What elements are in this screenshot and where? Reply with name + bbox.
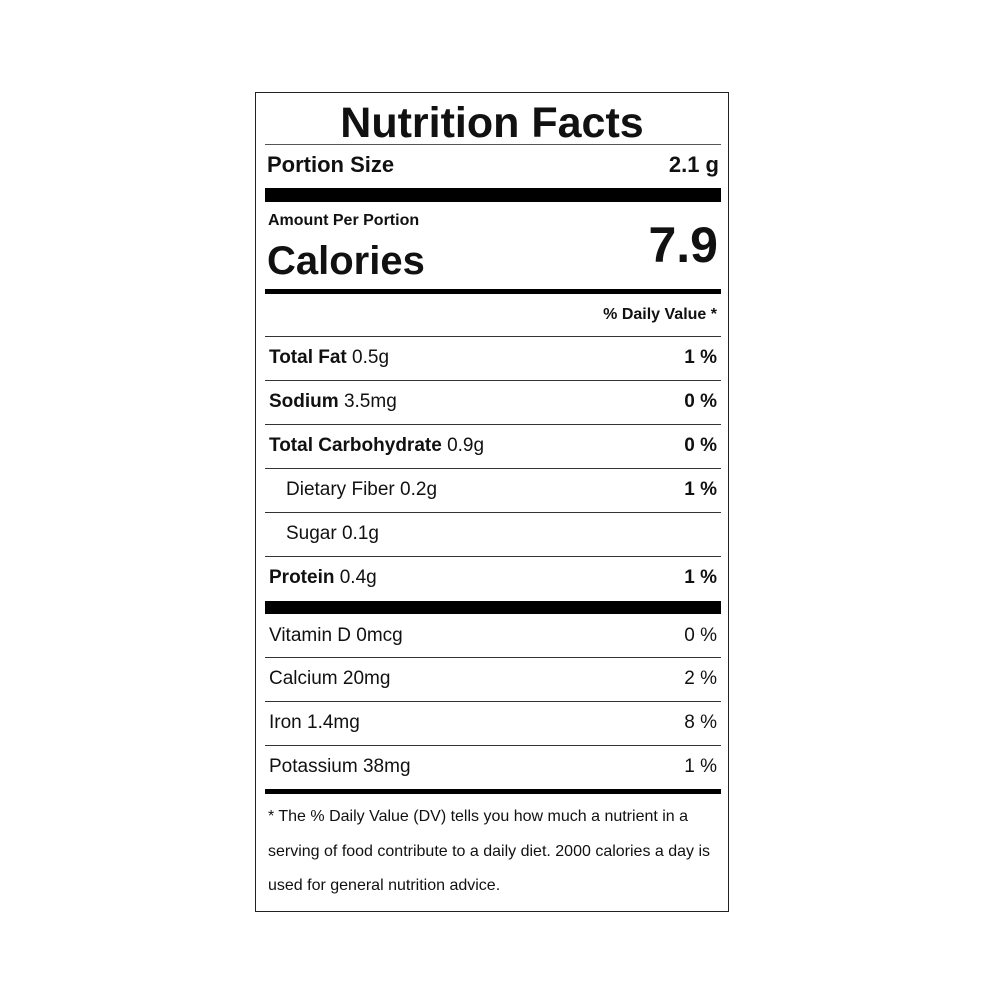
divider xyxy=(265,144,721,145)
nutrition-facts-label: Nutrition Facts Portion Size 2.1 g Amoun… xyxy=(255,92,729,912)
nutrient-row-sugar: Sugar 0.1g xyxy=(265,513,721,555)
label-title: Nutrition Facts xyxy=(340,99,644,147)
thick-divider xyxy=(265,601,721,614)
divider xyxy=(265,468,721,469)
nutrient-amount: 0.4g xyxy=(339,567,377,588)
nutrient-name: Dietary Fiber xyxy=(286,479,395,500)
nutrient-row-total-carbohydrate: Total Carbohydrate 0.9g 0 % xyxy=(265,425,721,467)
portion-size-label: Portion Size xyxy=(267,152,395,177)
daily-value-header: % Daily Value * xyxy=(603,306,717,323)
nutrient-dv: 1 % xyxy=(684,567,717,588)
vitamin-text: Vitamin D 0mcg xyxy=(269,624,403,646)
nutrient-amount: 3.5mg xyxy=(343,391,397,412)
portion-size-value: 2.1 g xyxy=(668,152,719,177)
vitamin-dv: 0 % xyxy=(684,624,717,646)
nutrient-dv: 1 % xyxy=(684,479,717,500)
nutrient-name: Total Fat xyxy=(269,347,347,368)
nutrient-row-protein: Protein 0.4g 1 % xyxy=(265,557,721,599)
vitamin-text: Potassium 38mg xyxy=(269,756,411,777)
thick-divider xyxy=(265,188,721,202)
divider xyxy=(265,556,721,557)
nutrient-name: Total Carbohydrate xyxy=(269,435,442,456)
nutrient-amount: 0.5g xyxy=(352,347,390,368)
amount-per-portion: Amount Per Portion xyxy=(268,212,420,229)
portion-size-row: Portion Size 2.1 g xyxy=(265,145,721,185)
calories-value: 7.9 xyxy=(648,217,718,273)
nutrient-amount: 0.9g xyxy=(447,435,485,456)
vitamin-row-iron: Iron 1.4mg 8 % xyxy=(265,702,721,744)
vitamin-dv: 1 % xyxy=(684,756,717,777)
vitamin-dv: 2 % xyxy=(684,668,717,689)
vitamin-text: Iron 1.4mg xyxy=(269,712,360,733)
vitamin-text: Calcium 20mg xyxy=(269,668,391,689)
medium-divider xyxy=(265,789,721,794)
nutrient-row-sodium: Sodium 3.5mg 0 % xyxy=(265,381,721,423)
calories-label: Calories xyxy=(267,239,425,283)
divider xyxy=(265,512,721,513)
footnote: * The % Daily Value (DV) tells you how m… xyxy=(268,808,711,894)
nutrient-row-total-fat: Total Fat 0.5g 1 % xyxy=(265,337,721,379)
vitamin-row-calcium: Calcium 20mg 2 % xyxy=(265,658,721,700)
divider xyxy=(265,380,721,381)
nutrient-name: Sodium xyxy=(269,391,339,412)
nutrient-dv: 1 % xyxy=(684,347,717,368)
nutrient-name: Protein xyxy=(269,567,335,588)
divider xyxy=(265,745,721,746)
nutrient-row-dietary-fiber: Dietary Fiber 0.2g 1 % xyxy=(265,469,721,511)
divider xyxy=(265,657,721,658)
nutrient-dv: 0 % xyxy=(684,391,717,412)
divider xyxy=(265,424,721,425)
divider xyxy=(265,701,721,702)
nutrient-dv: 0 % xyxy=(684,435,717,456)
nutrient-amount: 0.1g xyxy=(341,523,379,544)
vitamin-dv: 8 % xyxy=(684,712,717,733)
nutrient-name: Sugar xyxy=(286,523,337,544)
vitamin-row-vitamin-d: Vitamin D 0mcg 0 % xyxy=(265,614,721,657)
medium-divider xyxy=(265,289,721,294)
vitamin-row-potassium: Potassium 38mg 1 % xyxy=(265,746,721,788)
divider xyxy=(265,336,721,337)
nutrient-amount: 0.2g xyxy=(400,479,438,500)
